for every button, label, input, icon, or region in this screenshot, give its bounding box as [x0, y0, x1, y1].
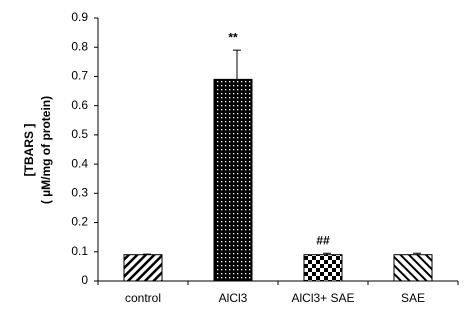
y-tick-label: 0.1	[71, 244, 88, 258]
annotation: **	[228, 30, 238, 44]
error-bar	[323, 252, 331, 255]
bar	[303, 254, 343, 282]
y-tick-label: 0.3	[71, 186, 88, 200]
y-axis-label: ( µM/mg of protein)	[39, 96, 53, 204]
error-bar	[143, 253, 151, 255]
y-tick-label: 0.4	[71, 156, 88, 170]
x-tick-label: SAE	[401, 291, 425, 305]
y-axis-label: [TBARS ]	[22, 124, 36, 177]
y-tick-label: 0.5	[71, 127, 88, 141]
x-tick-label: AlCl3+ SAE	[291, 291, 354, 305]
x-tick-label: AlCl3	[219, 291, 248, 305]
y-tick-label: 0.7	[71, 69, 88, 83]
y-tick-label: 0.9	[71, 10, 88, 24]
x-tick-label: control	[125, 291, 161, 305]
y-tick-label: 0.8	[71, 39, 88, 53]
bar	[213, 78, 253, 282]
annotation: ##	[316, 233, 330, 247]
bar	[123, 254, 163, 282]
error-bar	[233, 49, 241, 80]
y-tick-label: 0.6	[71, 98, 88, 112]
error-bar	[413, 252, 421, 255]
y-tick-label: 0	[81, 273, 88, 287]
bar	[393, 254, 433, 282]
y-tick-label: 0.2	[71, 215, 88, 229]
